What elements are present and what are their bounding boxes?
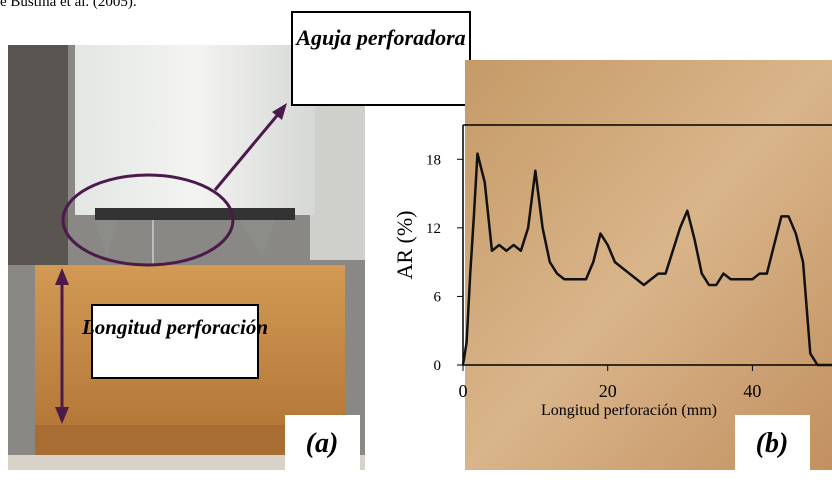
- panel-label: (a): [306, 428, 339, 459]
- data-line: [461, 152, 832, 367]
- wood-background: [465, 60, 832, 470]
- x-axis-label: Longitud perforación (mm): [541, 402, 717, 419]
- photo-a: Aguja perforadora Longitud perforación (…: [8, 11, 471, 470]
- length-label: Longitud perforación: [81, 315, 268, 339]
- x-tick-label: 20: [599, 381, 617, 401]
- caption-fragment: e Bustina et al. (2005).: [0, 0, 137, 10]
- x-tick-label: 0: [459, 381, 468, 401]
- panel-label: (b): [756, 428, 789, 459]
- x-tick-label: 40: [743, 381, 761, 401]
- panel-box: [735, 415, 810, 470]
- y-axis-label: AR (%): [392, 210, 417, 279]
- y-tick-label: 12: [426, 221, 441, 237]
- y-tick-label: 0: [434, 358, 442, 374]
- needle-label: Aguja perforadora: [294, 25, 465, 50]
- chart: 0 6 12 18 0 20 40 Longitud perforación (mm) AR (…: [392, 124, 832, 419]
- y-tick-label: 6: [434, 289, 442, 305]
- y-tick-label: 18: [426, 152, 441, 168]
